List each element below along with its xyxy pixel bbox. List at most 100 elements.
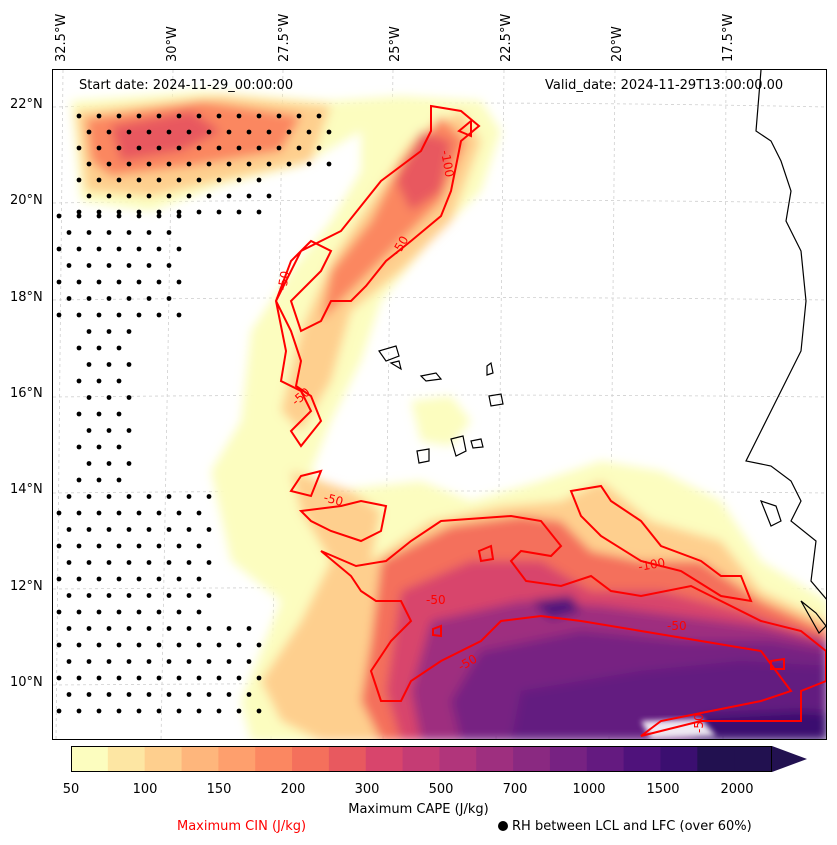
rh-dot	[186, 193, 192, 199]
rh-dot	[316, 113, 322, 119]
rh-dot	[186, 129, 192, 135]
lon-label: 17.5°W	[721, 13, 736, 62]
rh-dot	[106, 461, 112, 466]
rh-dot	[126, 296, 132, 301]
rh-dot	[56, 576, 62, 582]
rh-dot	[86, 263, 92, 268]
rh-dot	[76, 444, 82, 450]
rh-dot	[76, 378, 82, 384]
rh-dot	[96, 477, 102, 483]
rh-dot	[96, 576, 102, 582]
lon-label: 22.5°W	[499, 13, 514, 62]
colorbar-tick: 300	[354, 782, 380, 797]
rh-legend-label: RH between LCL and LFC (over 60%)	[512, 819, 752, 834]
colorbar-segment	[623, 746, 662, 772]
rh-dot	[246, 692, 252, 697]
rh-dot	[56, 213, 62, 219]
cin-legend-label: Maximum CIN (J/kg)	[177, 819, 307, 834]
rh-dot	[176, 576, 182, 582]
rh-dot	[126, 626, 132, 631]
rh-dot	[116, 708, 122, 714]
rh-dot	[136, 312, 142, 318]
rh-dot	[86, 527, 92, 532]
rh-dot	[126, 193, 132, 199]
rh-dot	[96, 543, 102, 549]
rh-dot	[136, 642, 142, 648]
rh-dot	[96, 411, 102, 417]
rh-dot	[216, 113, 222, 119]
rh-dot	[136, 675, 142, 681]
rh-dot	[146, 193, 152, 199]
colorbar-segment	[292, 746, 330, 772]
cin-contours	[274, 104, 826, 737]
rh-dot	[116, 246, 122, 252]
rh-dot	[106, 193, 112, 199]
rh-dot	[126, 428, 132, 433]
rh-dot	[296, 113, 302, 119]
colorbar-segment	[328, 746, 367, 772]
rh-dot	[126, 593, 132, 598]
rh-dot	[86, 296, 92, 301]
rh-dot	[56, 312, 62, 318]
rh-dot	[56, 708, 62, 714]
colorbar	[71, 746, 811, 777]
rh-dot	[136, 113, 142, 119]
colorbar-segment	[513, 746, 551, 772]
rh-dot	[86, 161, 92, 167]
rh-dot	[186, 161, 192, 167]
rh-dot	[76, 543, 82, 549]
rh-dot	[226, 193, 232, 199]
rh-dot	[126, 659, 132, 664]
rh-dot	[246, 193, 252, 199]
rh-dot	[76, 209, 82, 215]
rh-dot	[256, 675, 262, 681]
rh-dot	[206, 560, 212, 565]
contour-label: -100	[438, 149, 457, 178]
rh-dot	[296, 145, 302, 151]
rh-dot	[76, 279, 82, 285]
rh-dot	[236, 675, 242, 681]
rh-dot	[196, 113, 202, 119]
rh-dot	[236, 145, 242, 151]
rh-dot	[66, 626, 72, 631]
rh-dot	[106, 230, 112, 235]
rh-dot	[76, 113, 82, 119]
rh-dot	[156, 209, 162, 215]
rh-dot	[76, 411, 82, 417]
rh-dot	[116, 209, 122, 215]
rh-dot	[156, 279, 162, 285]
rh-dot	[56, 279, 62, 285]
rh-dot	[126, 560, 132, 565]
rh-dot	[156, 708, 162, 714]
rh-dot	[166, 659, 172, 664]
rh-dot	[76, 312, 82, 318]
rh-dot	[76, 510, 82, 516]
rh-dot	[86, 494, 92, 499]
rh-dot	[106, 263, 112, 268]
rh-dot	[126, 494, 132, 499]
rh-dot	[146, 593, 152, 598]
start-date-label: Start date: 2024-11-29_00:00:00	[79, 78, 294, 93]
rh-dot	[106, 560, 112, 565]
colorbar-segment	[439, 746, 477, 772]
rh-dot	[76, 213, 82, 219]
rh-dot	[196, 609, 202, 615]
rh-dot-icon	[498, 821, 508, 831]
rh-dots	[56, 113, 332, 714]
lon-label: 25°W	[388, 26, 403, 62]
rh-dot	[126, 329, 132, 334]
lat-label: 10°N	[10, 675, 43, 690]
rh-dot	[116, 312, 122, 318]
contour-label: -50	[322, 490, 345, 509]
rh-dot	[196, 510, 202, 516]
rh-dot	[216, 642, 222, 648]
rh-dot	[156, 213, 162, 219]
rh-dot	[96, 279, 102, 285]
rh-dot	[186, 626, 192, 631]
rh-dot	[166, 230, 172, 235]
rh-dot	[126, 395, 132, 400]
rh-dot	[116, 378, 122, 384]
rh-dot	[226, 692, 232, 697]
rh-dot	[126, 230, 132, 235]
rh-dot	[56, 543, 62, 549]
